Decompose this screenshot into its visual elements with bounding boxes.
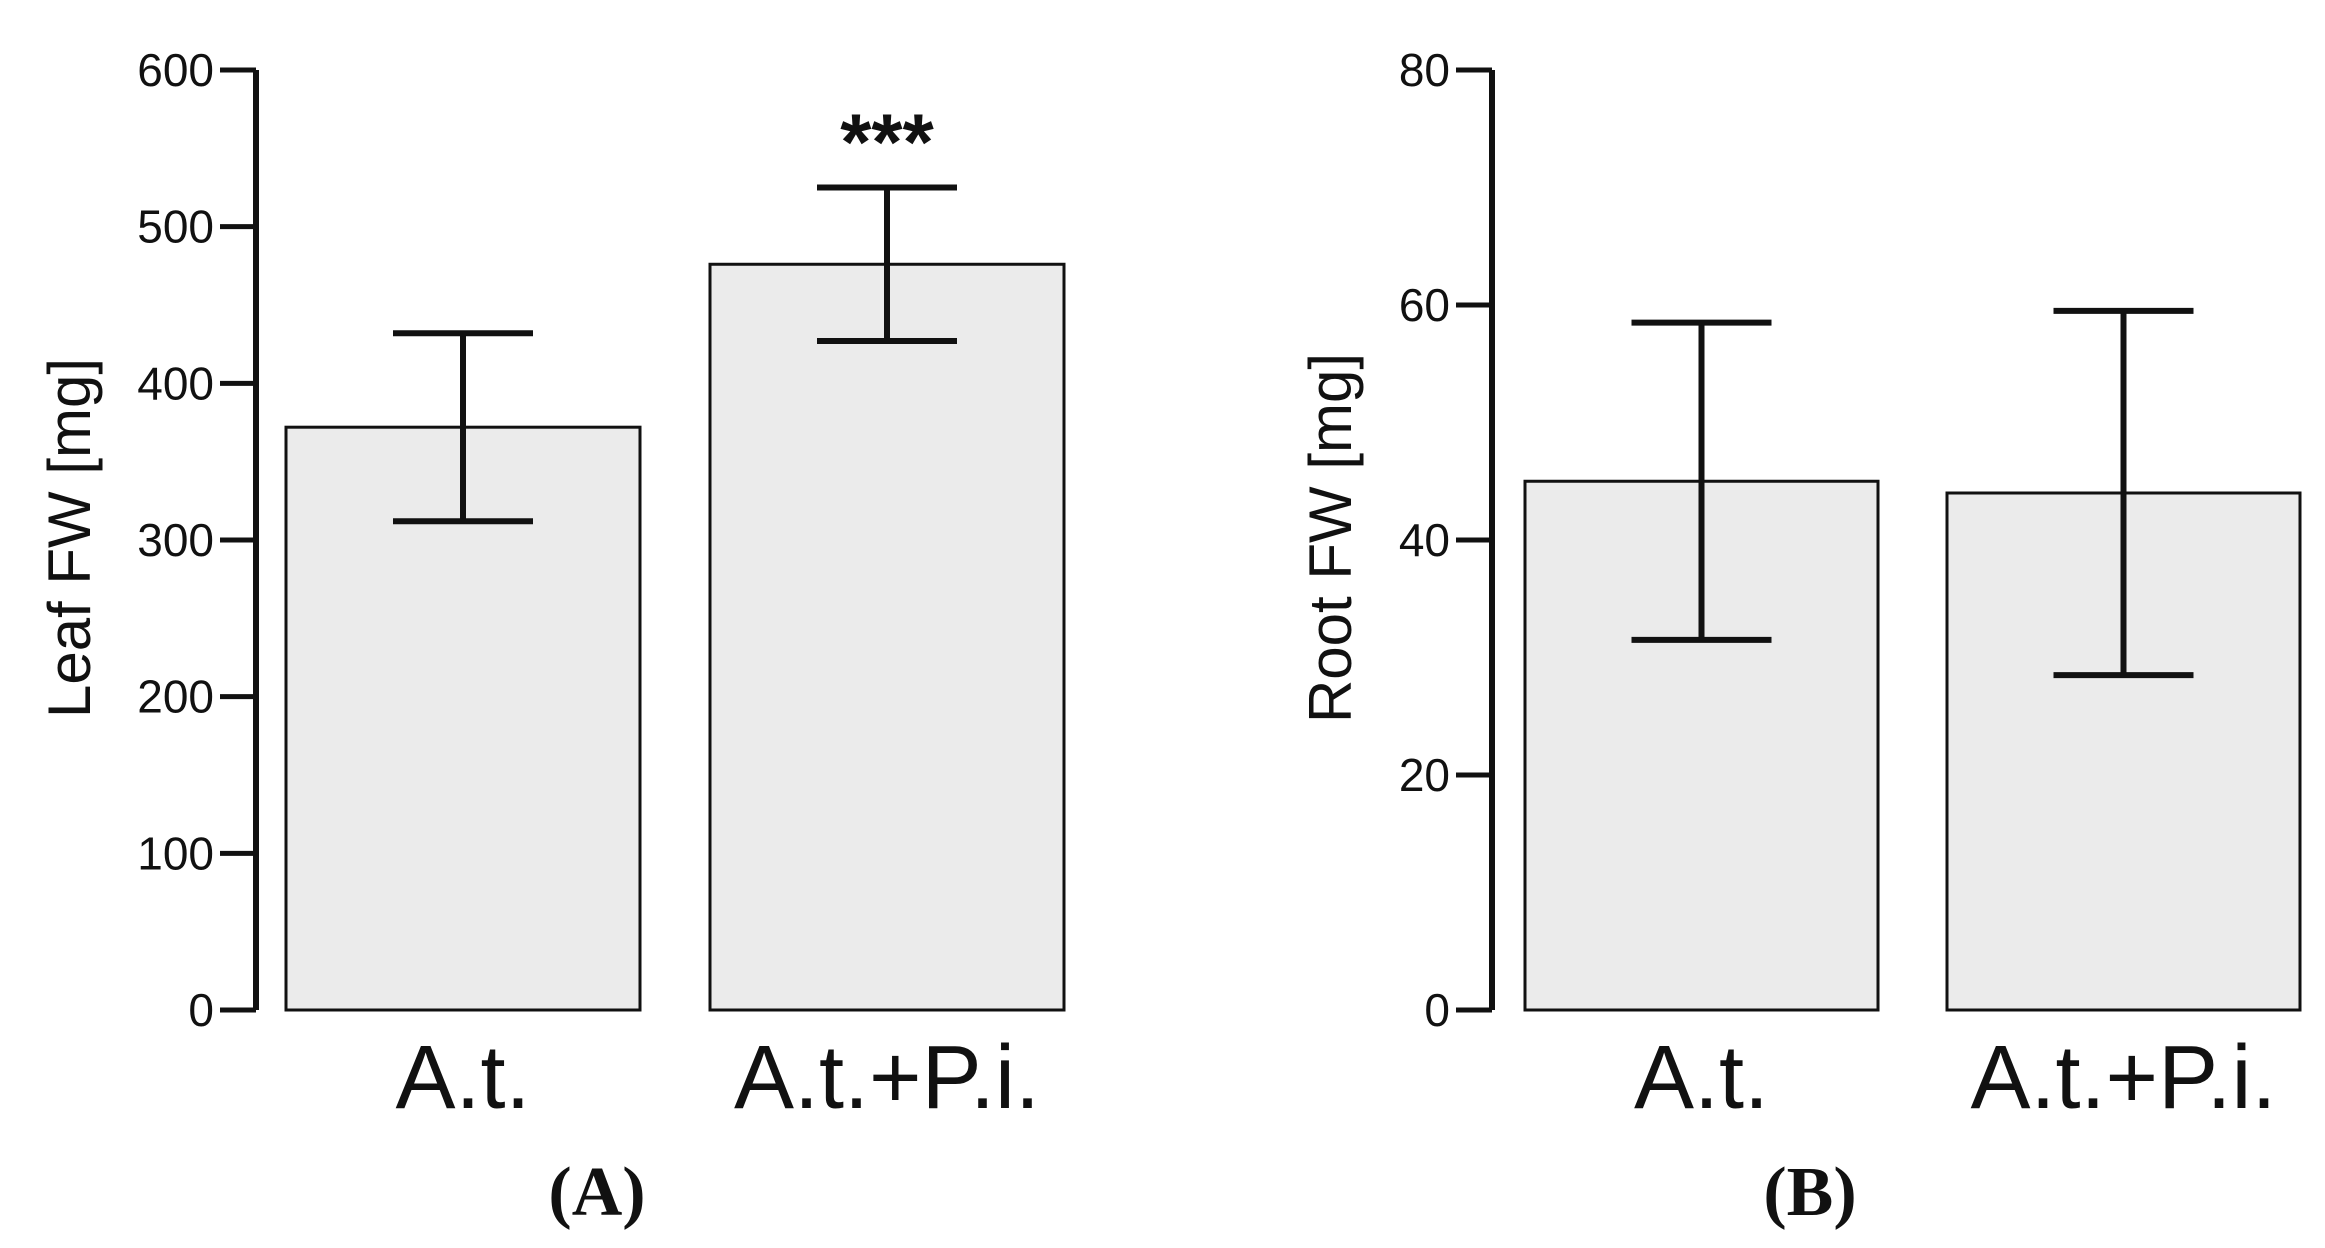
panel-label-b: (B) <box>1763 1154 1856 1231</box>
y-tick-label: 600 <box>137 44 214 96</box>
y-tick-label: 60 <box>1399 279 1450 331</box>
category-label: A.t.+P.i. <box>1970 1028 2276 1128</box>
chart-panel-a: Leaf FW [mg] (A) 0 100 200 300 400 500 600 A.t.… <box>36 44 1066 1231</box>
y-tick-label: 40 <box>1399 514 1450 566</box>
y-tick-label: 0 <box>1424 984 1450 1036</box>
y-tick-label: 200 <box>137 671 214 723</box>
panel-label-a: (A) <box>548 1154 645 1231</box>
y-tick-label: 500 <box>137 201 214 253</box>
y-axis-title-b: Root FW [mg] <box>1297 353 1364 723</box>
y-tick-label: 100 <box>137 827 214 879</box>
bar <box>284 425 642 1012</box>
y-tick-label: 300 <box>137 514 214 566</box>
chart-panel-b: Root FW [mg] (B) 0 20 40 60 80 A.t. A.t.+P.i. <box>1297 44 2302 1231</box>
category-label: A.t. <box>1634 1028 1769 1128</box>
y-tick-label: 0 <box>188 984 214 1036</box>
significance-label: *** <box>840 98 934 187</box>
category-label: A.t.+P.i. <box>734 1028 1040 1128</box>
y-axis-title-a: Leaf FW [mg] <box>36 358 103 718</box>
y-tick-label: 80 <box>1399 44 1450 96</box>
y-tick-label: 20 <box>1399 749 1450 801</box>
category-label: A.t. <box>395 1028 530 1128</box>
y-tick-label: 400 <box>137 357 214 409</box>
bar <box>708 262 1066 1012</box>
